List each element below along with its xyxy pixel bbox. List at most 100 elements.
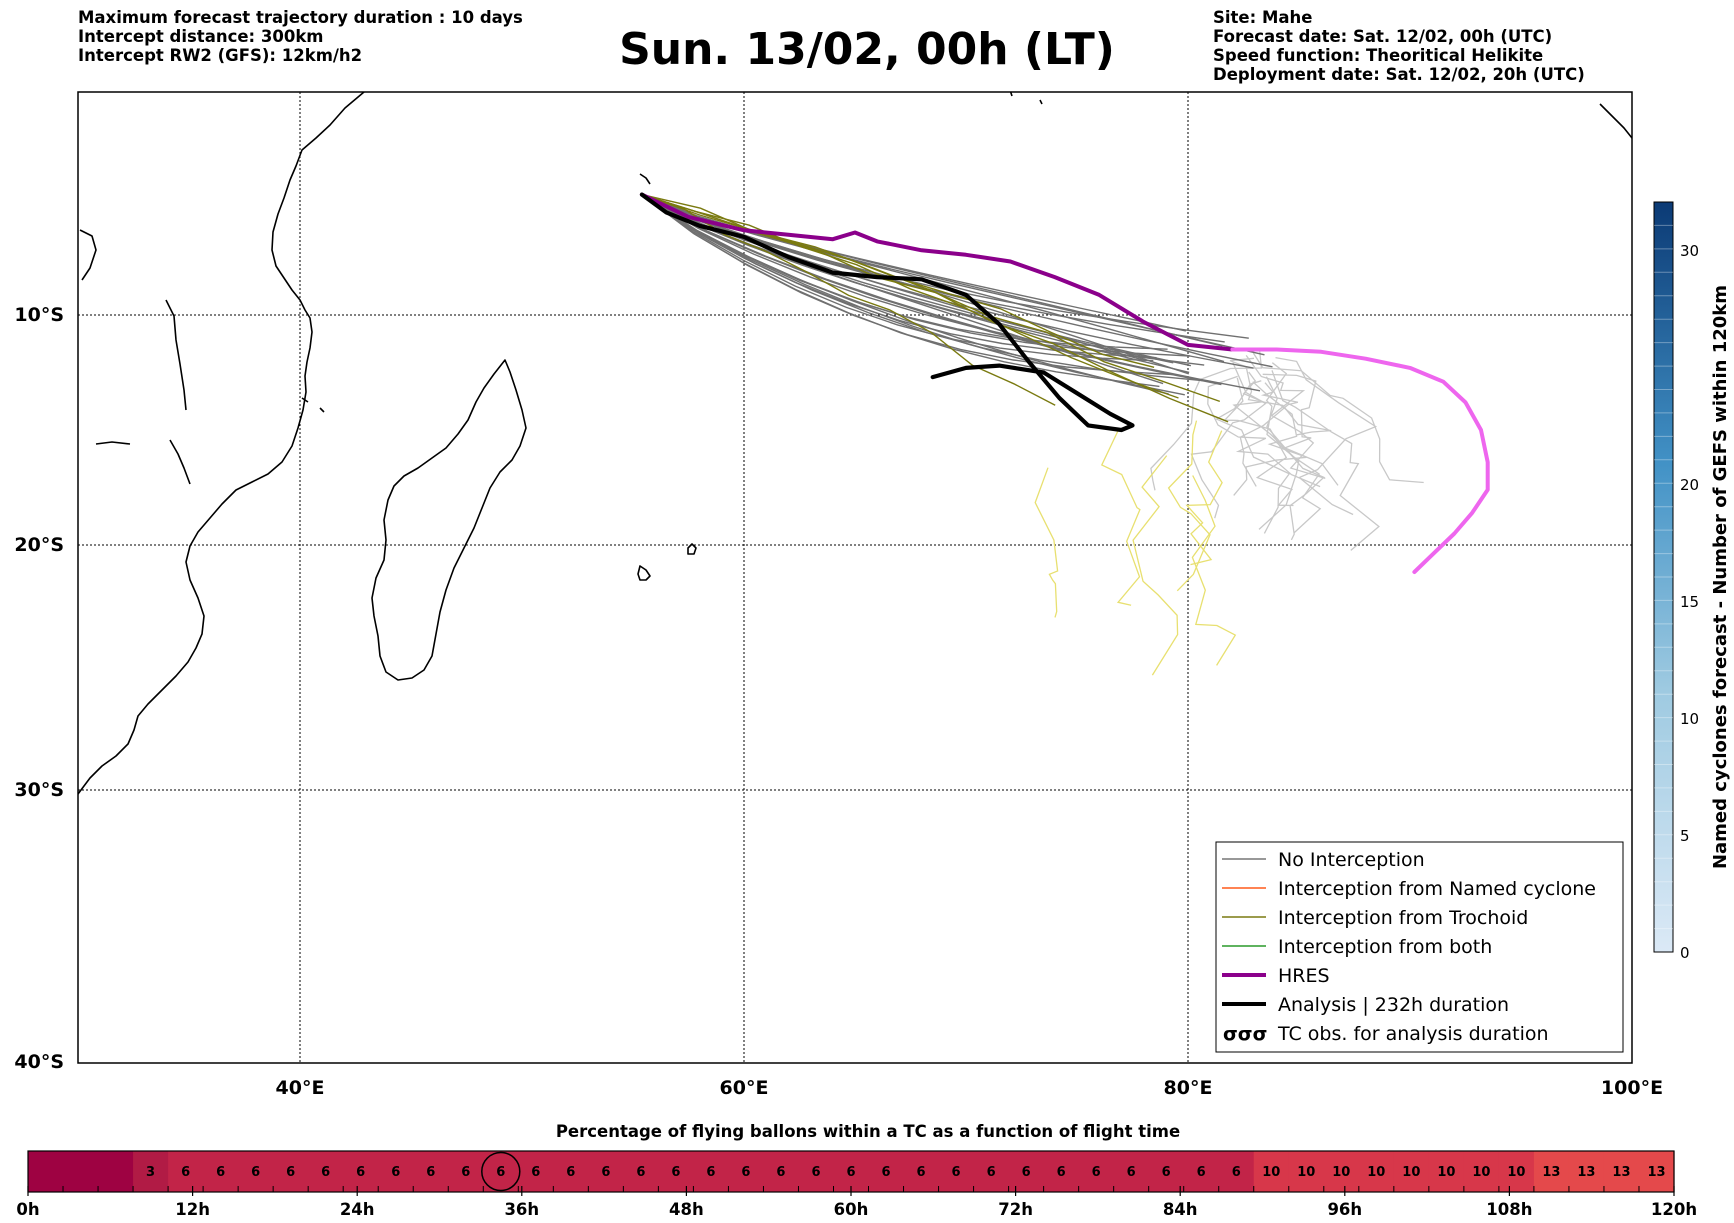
legend-label-6: TC obs. for analysis duration [1277,1023,1549,1045]
colorbar-label: Named cyclones forecast - Number of GEFS… [1710,285,1731,869]
strip-cell [1533,1151,1570,1192]
strip-cell-value: 10 [1507,1165,1525,1180]
trochoid-extension-line [1191,475,1237,666]
legend-label-4: HRES [1278,965,1330,987]
colorbar-tick-0: 0 [1680,944,1690,962]
legend: No Interception Interception from Named c… [1215,841,1624,1053]
trajectories [639,192,1490,676]
strip-cell-value: 10 [1332,1165,1350,1180]
strip-cell [1183,1151,1220,1192]
strip-cell [903,1151,940,1192]
forecast-info: Site: Mahe Forecast date: Sat. 12/02, 00… [1213,8,1585,84]
madagascar-coastline [371,359,527,681]
strip-cell-value: 6 [321,1165,330,1180]
strip-tick-labels: 0h 12h 24h 36h 48h 60h 72h 84h 96h 108h 120h [16,1186,1697,1219]
trochoid-interception-line [641,193,1179,399]
strip-cell [1218,1151,1255,1192]
strip-cell-value: 13 [1647,1165,1665,1180]
strip-cell [1078,1151,1115,1192]
max-duration-text: Maximum forecast trajectory duration : 1… [78,8,523,27]
strip-cell-value: 6 [741,1165,750,1180]
strip-cell [693,1151,730,1192]
ensemble-extension-line [1207,375,1321,488]
legend-symbol-tc-obs: σσσ [1223,1023,1267,1045]
strip-cell [1288,1151,1325,1192]
strip-cell-value: 10 [1297,1165,1315,1180]
strip-cell-value: 6 [251,1165,260,1180]
strip-cell-value: 6 [917,1165,926,1180]
coastlines [78,92,1632,795]
strip-cell [938,1151,975,1192]
reunion [687,543,697,555]
x-tick-40e: 40°E [276,1077,325,1099]
series-analysis-232h-duration [639,192,1135,433]
trochoid-extension-line [1185,430,1223,566]
legend-label-0: No Interception [1278,849,1425,871]
legend-label-5: Analysis | 232h duration [1278,994,1509,1016]
strip-cell-value: 6 [881,1165,890,1180]
strip-cell-value: 6 [1092,1165,1101,1180]
y-tick-10s: 10°S [14,304,64,326]
strip-cell-value: 13 [1612,1165,1630,1180]
strip-cell [168,1151,204,1192]
no-interception-line [641,194,1211,383]
strip-cell [238,1151,274,1192]
strip-cell [343,1151,379,1192]
legend-label-3: Interception from both [1278,936,1492,958]
strip-cell [658,1151,694,1192]
strip-cell-value: 6 [952,1165,961,1180]
strip-cell [1498,1151,1535,1192]
strip-tick-label: 0h [16,1200,39,1219]
strip-tick-label: 36h [504,1200,539,1219]
comoros [301,397,325,413]
ensemble-extension-line [1239,382,1299,487]
strip-cell [973,1151,1010,1192]
strip-cell [133,1151,169,1192]
strip-cell [1253,1151,1290,1192]
sumatra-tip [1599,103,1632,139]
strip-cell-value: 6 [286,1165,295,1180]
ensemble-extension-line [1190,362,1267,519]
lake-victoria [79,229,97,281]
strip-tick-label: 60h [834,1200,869,1219]
ensemble-extension-line [1271,370,1380,551]
strip-cell-value: 6 [1232,1165,1241,1180]
strip-cell [1008,1151,1045,1192]
ensemble-extension-line [1245,355,1326,480]
forecast-date-text: Forecast date: Sat. 12/02, 00h (UTC) [1213,27,1553,46]
ensemble-extension-line [1275,356,1378,516]
strip-cell-value: 3 [146,1165,155,1180]
strip-cell-value: 13 [1542,1165,1560,1180]
strip-tick-label: 48h [669,1200,704,1219]
seychelles [639,173,651,185]
strip-cell [833,1151,870,1192]
colorbar-tick-15: 15 [1680,593,1699,611]
maldives-dots [1009,92,1043,105]
intercept-distance-text: Intercept distance: 300km [78,27,324,46]
deployment-date-text: Deployment date: Sat. 12/02, 20h (UTC) [1213,65,1585,84]
strip-cell [1393,1151,1430,1192]
strip-cell-value: 6 [496,1165,505,1180]
y-tick-40s: 40°S [14,1051,64,1073]
ensemble-extension-line [1229,357,1332,436]
strip-cell-value: 6 [636,1165,645,1180]
strip-cell-value: 10 [1402,1165,1420,1180]
legend-label-2: Interception from Trochoid [1278,907,1528,929]
map-frame [77,91,1633,1064]
strip-cell [1323,1151,1360,1192]
strip-cell [1638,1151,1675,1192]
ensemble-extension-line [1265,376,1325,541]
strip-cell-value: 6 [461,1165,470,1180]
series-hres [639,192,1235,352]
strip-cell [413,1151,449,1192]
strip-cell [378,1151,414,1192]
legend-box [1215,841,1624,1053]
trochoid-extension-line [1034,467,1059,618]
strip-cell-value: 10 [1472,1165,1490,1180]
strip-cell-value: 6 [987,1165,996,1180]
strip-cell-value: 6 [426,1165,435,1180]
strip-cell-value: 6 [391,1165,400,1180]
africa-coastline [78,92,365,795]
current-time-marker [481,1151,521,1192]
